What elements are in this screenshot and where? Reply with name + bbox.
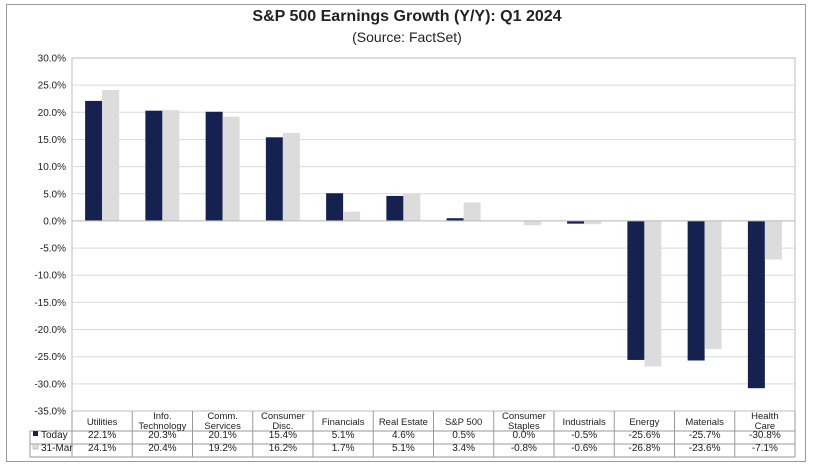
data-label: -0.5% bbox=[571, 430, 597, 441]
plot-area bbox=[71, 57, 796, 412]
y-tick-label: 5.0% bbox=[43, 189, 66, 200]
data-label: 0.0% bbox=[512, 430, 535, 441]
data-label: 3.4% bbox=[452, 443, 475, 454]
y-tick-label: -25.0% bbox=[34, 352, 66, 363]
category-label: Care bbox=[755, 421, 776, 432]
bar-31-mar bbox=[102, 90, 120, 221]
data-label: 20.1% bbox=[208, 430, 236, 441]
bar-31-mar bbox=[463, 202, 481, 221]
y-tick-label: 20.0% bbox=[38, 108, 66, 119]
bar-today bbox=[85, 100, 103, 221]
bar-31-mar bbox=[403, 193, 421, 221]
y-tick-label: -15.0% bbox=[34, 298, 66, 309]
y-tick-label: -5.0% bbox=[40, 244, 66, 255]
y-tick-label: -10.0% bbox=[34, 271, 66, 282]
category-label: Energy bbox=[629, 417, 659, 428]
data-label: 24.1% bbox=[88, 443, 116, 454]
bar-31-mar bbox=[282, 132, 300, 221]
chart-title: S&P 500 Earnings Growth (Y/Y): Q1 2024 bbox=[252, 8, 562, 25]
data-label: 1.7% bbox=[332, 443, 355, 454]
bar-31-mar bbox=[764, 220, 782, 260]
data-label: 5.1% bbox=[392, 443, 415, 454]
data-label: -25.7% bbox=[689, 430, 721, 441]
legend-label-31-mar: 31-Mar bbox=[41, 443, 73, 454]
bar-31-mar bbox=[222, 116, 240, 221]
category-label: Consumer bbox=[502, 411, 546, 422]
category-label: Staples bbox=[508, 421, 540, 432]
legend-key-today bbox=[33, 431, 38, 436]
data-label: 19.2% bbox=[208, 443, 236, 454]
data-label: 4.6% bbox=[392, 430, 415, 441]
category-label: Financials bbox=[322, 417, 365, 428]
bar-today bbox=[145, 110, 163, 221]
category-label: Consumer bbox=[261, 411, 305, 422]
bar-today bbox=[687, 220, 705, 361]
bar-today bbox=[747, 220, 765, 389]
bar-31-mar bbox=[162, 110, 180, 221]
chart-subtitle: (Source: FactSet) bbox=[352, 29, 462, 45]
data-label: -23.6% bbox=[689, 443, 721, 454]
bar-today bbox=[265, 137, 283, 221]
data-label: -0.8% bbox=[511, 443, 537, 454]
data-label: 0.5% bbox=[452, 430, 475, 441]
bar-today bbox=[386, 195, 404, 221]
data-label: 20.3% bbox=[148, 430, 176, 441]
data-label: -7.1% bbox=[752, 443, 778, 454]
chart-frame bbox=[6, 4, 806, 462]
bar-today bbox=[326, 193, 344, 221]
data-label: -26.8% bbox=[629, 443, 661, 454]
category-label: Real Estate bbox=[379, 417, 428, 428]
category-label: Utilities bbox=[87, 417, 118, 428]
data-label: -0.6% bbox=[571, 443, 597, 454]
category-label: Comm. bbox=[207, 411, 238, 422]
data-label: 16.2% bbox=[269, 443, 297, 454]
data-label: 22.1% bbox=[88, 430, 116, 441]
y-tick-label: -20.0% bbox=[34, 325, 66, 336]
category-label: S&P 500 bbox=[445, 417, 482, 428]
y-tick-label: 10.0% bbox=[38, 162, 66, 173]
bar-today bbox=[446, 218, 464, 221]
y-tick-label: 15.0% bbox=[38, 135, 66, 146]
data-label: 20.4% bbox=[148, 443, 176, 454]
bar-31-mar bbox=[704, 220, 722, 350]
bar-31-mar bbox=[584, 220, 602, 225]
bar-today bbox=[567, 220, 585, 224]
category-label: Disc. bbox=[272, 421, 293, 432]
category-label: Technology bbox=[138, 421, 186, 432]
legend-key-31-mar bbox=[32, 443, 39, 450]
category-label: Services bbox=[204, 421, 241, 432]
y-tick-label: 0.0% bbox=[43, 216, 66, 227]
bar-today bbox=[205, 111, 223, 221]
bar-31-mar bbox=[523, 220, 541, 226]
data-label: 15.4% bbox=[269, 430, 297, 441]
data-label: -25.6% bbox=[629, 430, 661, 441]
category-label: Health bbox=[751, 411, 778, 422]
y-tick-label: 30.0% bbox=[38, 54, 66, 65]
category-label: Industrials bbox=[562, 417, 606, 428]
legend-label-today: Today bbox=[41, 430, 68, 441]
category-label: Materials bbox=[685, 417, 724, 428]
data-label: 5.1% bbox=[332, 430, 355, 441]
data-label: -30.8% bbox=[749, 430, 781, 441]
bar-31-mar bbox=[644, 220, 662, 367]
y-tick-label: -35.0% bbox=[34, 407, 66, 418]
bar-31-mar bbox=[343, 211, 361, 221]
y-tick-label: 25.0% bbox=[38, 81, 66, 92]
category-label: Info. bbox=[153, 411, 172, 422]
y-tick-label: -30.0% bbox=[34, 379, 66, 390]
bar-today bbox=[627, 220, 645, 360]
